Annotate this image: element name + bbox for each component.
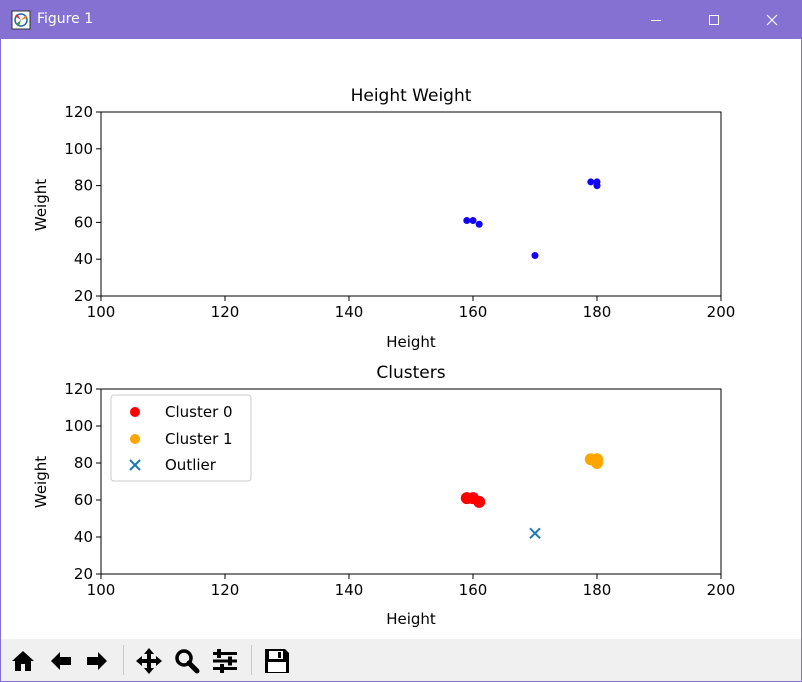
legend-marker-cluster-1 [130,434,140,444]
x-tick-label: 100 [87,303,116,321]
x-axis-label: Height [386,610,436,628]
pan-button[interactable] [133,645,165,677]
x-tick-label: 140 [335,581,364,599]
configure-subplots-button[interactable] [209,645,241,677]
y-tick-label: 20 [74,287,93,305]
y-tick-label: 60 [74,491,93,509]
data-point-outlier [529,527,541,540]
data-point [593,182,601,190]
legend-marker-cluster-0 [130,407,140,417]
y-axis-label: Weight [32,456,50,508]
y-tick-label: 100 [64,140,93,158]
chart-title: Height Weight [351,86,472,106]
window-title: Figure 1 [37,11,94,27]
minimize-button[interactable] [627,1,685,39]
legend-box [110,394,252,482]
forward-arrow-icon [87,652,107,670]
legend-marker-outlier [129,459,141,471]
navigation-toolbar [1,639,801,681]
save-icon [265,649,289,673]
close-button[interactable] [743,1,801,39]
minimize-icon [651,20,661,21]
data-point [463,217,471,225]
plot-area [100,111,722,297]
x-tick-label: 160 [459,303,488,321]
save-button[interactable] [261,645,293,677]
x-tick-label: 200 [707,303,736,321]
data-point [531,252,539,260]
x-tick-label: 120 [211,303,240,321]
back-button[interactable] [45,645,77,677]
maximize-button[interactable] [685,1,743,39]
zoom-icon [175,649,200,674]
y-tick-label: 40 [74,250,93,268]
data-point [587,178,595,186]
figure-svg: Height Weight 100 120 140 160 180 200 20 40 60 80… [32,86,736,628]
home-icon [12,651,34,671]
y-tick-label: 120 [64,380,93,398]
close-icon [766,14,778,26]
axes-height-weight[interactable]: 100 120 140 160 180 200 20 40 60 80 100 120 [64,103,735,321]
forward-button[interactable] [81,645,113,677]
y-tick-label: 20 [74,565,93,583]
y-tick-label: 100 [64,417,93,435]
x-tick-label: 180 [583,581,612,599]
y-tick-label: 80 [74,454,93,472]
title-bar[interactable]: Figure 1 [1,1,801,39]
maximize-icon [709,15,719,25]
toolbar-separator [123,645,124,675]
data-point [475,220,483,228]
figure-canvas[interactable]: Height Weight 100 120 140 160 180 200 20 40 60 80… [1,39,801,639]
x-axis-label: Height [386,333,436,351]
toolbar-separator [251,645,252,675]
x-tick-label: 140 [335,303,364,321]
y-tick-label: 120 [64,103,93,121]
matplotlib-figure-icon [11,10,31,30]
x-tick-label: 100 [87,581,116,599]
data-point [591,457,603,469]
x-tick-label: 160 [459,581,488,599]
x-tick-label: 120 [211,581,240,599]
home-button[interactable] [7,645,39,677]
legend-label-cluster-0: Cluster 0 [165,403,233,421]
data-point [473,495,486,508]
legend-label-cluster-1: Cluster 1 [165,430,233,448]
legend: Cluster 0 Cluster 1 Outlier [110,394,252,482]
legend-label-outlier: Outlier [165,456,217,474]
chart-title: Clusters [376,363,445,383]
data-point [469,217,477,225]
back-arrow-icon [51,652,71,670]
x-tick-label: 200 [707,581,736,599]
zoom-button[interactable] [171,645,203,677]
y-tick-label: 40 [74,528,93,546]
y-axis-label: Weight [32,179,50,231]
y-tick-label: 60 [74,213,93,231]
y-tick-label: 80 [74,177,93,195]
x-tick-label: 180 [583,303,612,321]
pan-icon [136,648,162,674]
configure-subplots-icon [213,649,237,673]
